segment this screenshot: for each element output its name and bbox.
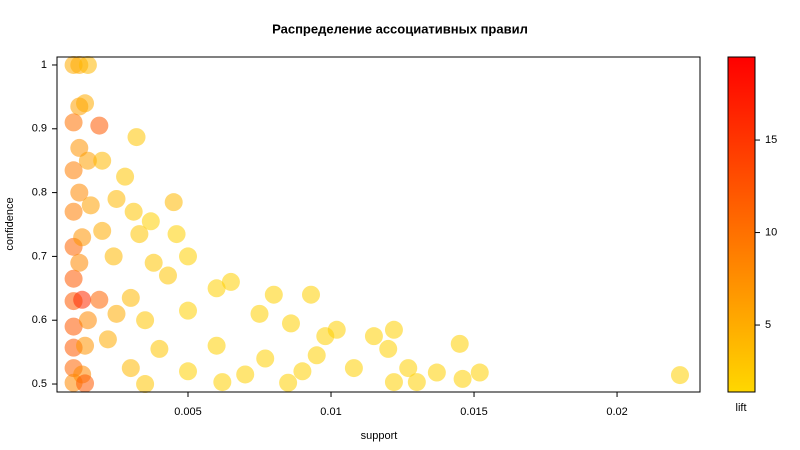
point <box>364 327 383 346</box>
point <box>150 339 169 358</box>
point <box>73 228 92 247</box>
point <box>124 202 143 221</box>
point <box>250 304 269 323</box>
point <box>399 359 418 378</box>
point <box>78 311 97 330</box>
point <box>76 336 95 355</box>
point <box>179 362 198 381</box>
point <box>307 346 326 365</box>
colorbar-tick-label: 15 <box>765 134 777 146</box>
point <box>130 225 149 244</box>
point <box>141 212 160 231</box>
y-tick-label: 0.6 <box>32 314 47 326</box>
point <box>213 373 232 392</box>
point <box>179 301 198 320</box>
point <box>407 373 426 392</box>
plot-frame <box>56 56 701 393</box>
point <box>264 285 283 304</box>
point <box>144 253 163 272</box>
point <box>207 279 226 298</box>
point <box>164 193 183 212</box>
y-tick-label: 1 <box>41 59 47 71</box>
point <box>670 366 689 385</box>
point <box>207 336 226 355</box>
point <box>158 266 177 285</box>
point <box>90 116 109 135</box>
y-tick-label: 0.5 <box>32 378 47 390</box>
x-tick-label: 0.005 <box>174 406 202 418</box>
point <box>379 339 398 358</box>
point <box>73 290 92 309</box>
point <box>344 359 363 378</box>
point <box>427 363 446 382</box>
point <box>93 151 112 170</box>
colorbar <box>727 56 756 393</box>
point <box>281 314 300 333</box>
point <box>221 272 240 291</box>
point <box>76 374 95 393</box>
point <box>121 359 140 378</box>
y-axis-label: confidence <box>4 197 16 250</box>
point <box>136 375 155 394</box>
point <box>279 373 298 392</box>
point <box>293 362 312 381</box>
point <box>384 320 403 339</box>
point <box>179 247 198 266</box>
point <box>107 304 126 323</box>
y-tick-label: 0.9 <box>32 123 47 135</box>
x-tick-label: 0.01 <box>320 406 341 418</box>
point <box>70 138 89 157</box>
point <box>64 202 83 221</box>
point <box>64 269 83 288</box>
point <box>78 151 97 170</box>
point <box>136 311 155 330</box>
point <box>107 189 126 208</box>
point <box>90 290 109 309</box>
point <box>301 285 320 304</box>
colorbar-label: lift <box>736 402 747 414</box>
point <box>316 327 335 346</box>
point <box>78 55 97 74</box>
point <box>256 349 275 368</box>
point <box>93 221 112 240</box>
point <box>453 369 472 388</box>
point <box>64 113 83 132</box>
point <box>70 183 89 202</box>
x-tick-label: 0.02 <box>606 406 627 418</box>
point <box>64 161 83 180</box>
point <box>450 334 469 353</box>
y-tick-label: 0.7 <box>32 250 47 262</box>
point <box>236 365 255 384</box>
y-tick-label: 0.8 <box>32 187 47 199</box>
point <box>470 363 489 382</box>
point <box>384 373 403 392</box>
point <box>127 128 146 147</box>
point <box>121 288 140 307</box>
chart-title: Распределение ассоциативных правил <box>272 21 528 36</box>
point <box>104 247 123 266</box>
x-axis-label: support <box>361 430 398 442</box>
point <box>81 196 100 215</box>
point <box>70 253 89 272</box>
x-tick-label: 0.015 <box>460 406 488 418</box>
point <box>116 167 135 186</box>
colorbar-tick-label: 5 <box>765 319 771 331</box>
colorbar-tick-label: 10 <box>765 226 777 238</box>
point <box>76 94 95 113</box>
point <box>64 317 83 336</box>
point <box>167 225 186 244</box>
point <box>98 330 117 349</box>
